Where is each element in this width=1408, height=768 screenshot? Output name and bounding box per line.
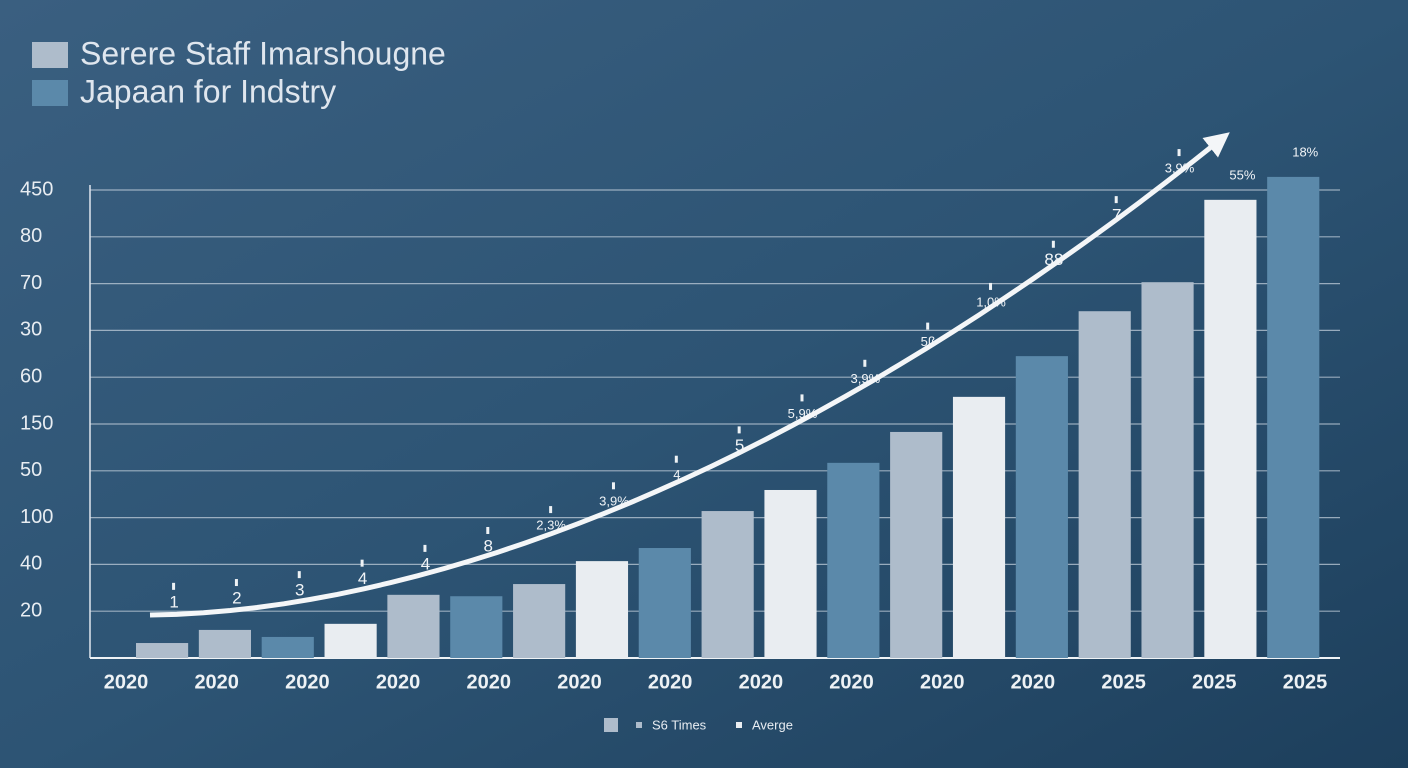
bar — [387, 594, 440, 658]
annotation-tick — [423, 544, 427, 552]
annotation-label: 88 — [1044, 250, 1063, 269]
bar — [136, 643, 189, 658]
annotation-tick — [926, 322, 930, 330]
bar — [261, 636, 314, 658]
annotation-label: 8 — [484, 536, 493, 555]
annotation-label: 3,9% — [851, 371, 881, 386]
annotation-label: 5ß — [921, 334, 936, 349]
annotation-label: 4 — [421, 554, 430, 573]
bar — [450, 596, 503, 658]
bar — [198, 629, 252, 658]
y-tick-label: 30 — [20, 319, 42, 341]
annotation-tick — [863, 359, 867, 367]
chart-title: Serere Staff Imarshougne — [80, 35, 446, 71]
annotation-tick — [234, 579, 238, 587]
bar — [1078, 311, 1131, 658]
annotation-label: 1 — [169, 592, 178, 611]
x-tick-label: 2020 — [194, 671, 239, 693]
legend-label: Averge — [752, 717, 793, 732]
y-tick-label: 60 — [20, 365, 42, 387]
bar — [575, 561, 629, 658]
title-swatch — [32, 42, 68, 68]
annotation-label: 5,9% — [788, 406, 818, 421]
annotation-tick — [674, 455, 678, 463]
y-tick-label: 150 — [20, 412, 53, 434]
annotation-label: 55% — [1229, 167, 1255, 182]
annotation-tick — [737, 426, 741, 434]
bar — [324, 623, 377, 658]
x-tick-label: 2025 — [1283, 671, 1328, 693]
bar — [1141, 282, 1194, 658]
bar — [513, 584, 566, 658]
annotation-label: 5 — [735, 436, 744, 455]
bar — [1267, 176, 1320, 658]
x-tick-label: 2020 — [739, 671, 784, 693]
x-tick-label: 2020 — [1011, 671, 1056, 693]
annotation-tick — [989, 282, 993, 290]
bar — [764, 489, 817, 658]
x-tick-label: 2020 — [285, 671, 330, 693]
x-tick-label: 2025 — [1101, 671, 1146, 693]
x-tick-label: 2020 — [648, 671, 693, 693]
x-tick-label: 2025 — [1192, 671, 1237, 693]
y-tick-label: 20 — [20, 599, 42, 621]
x-tick-label: 2020 — [557, 671, 602, 693]
y-tick-label: 80 — [20, 225, 42, 247]
subtitle-swatch — [32, 80, 68, 106]
annotation-label: 3 — [295, 581, 304, 600]
bar — [827, 462, 880, 658]
y-tick-label: 40 — [20, 553, 42, 575]
y-tick-label: 100 — [20, 506, 53, 528]
annotation-label: 3,9% — [599, 494, 629, 509]
annotation-tick — [611, 482, 615, 490]
annotation-label: 18% — [1292, 144, 1318, 159]
x-tick-label: 2020 — [829, 671, 874, 693]
trend-arrow — [149, 132, 1230, 618]
annotation-tick — [360, 559, 364, 567]
y-tick-label: 450 — [20, 178, 53, 200]
annotation-label: 2,3% — [536, 518, 566, 533]
annotation-tick — [172, 582, 176, 590]
legend-swatch — [604, 718, 618, 732]
bar — [1204, 199, 1257, 658]
x-tick-label: 2020 — [376, 671, 421, 693]
chart-subtitle: Japaan for Indstry — [80, 73, 336, 109]
annotation-tick — [297, 571, 301, 579]
annotation-label: 3,9% — [1165, 161, 1195, 176]
bar — [890, 431, 943, 658]
bar — [701, 511, 754, 658]
annotation-tick — [1051, 240, 1055, 248]
legend-label: S6 Times — [652, 717, 707, 732]
y-tick-label: 70 — [20, 272, 42, 294]
legend-swatch — [636, 722, 642, 728]
annotation-label: 4 — [673, 467, 680, 482]
annotation-tick — [1177, 149, 1181, 157]
annotation-label: 2 — [232, 589, 241, 608]
annotation-tick — [549, 506, 553, 514]
bar — [638, 548, 691, 658]
bar — [1015, 356, 1068, 658]
legend-swatch — [736, 722, 742, 728]
annotation-label: 1,0% — [976, 294, 1006, 309]
annotation-tick — [486, 526, 490, 534]
bar — [952, 396, 1006, 658]
annotation-label: 7 — [1112, 206, 1121, 225]
y-tick-label: 50 — [20, 459, 42, 481]
annotation-tick — [1114, 196, 1118, 204]
annotation-tick — [800, 394, 804, 402]
x-tick-label: 2020 — [920, 671, 965, 693]
x-tick-label: 2020 — [104, 671, 149, 693]
x-tick-label: 2020 — [467, 671, 512, 693]
annotation-label: 4 — [358, 569, 367, 588]
